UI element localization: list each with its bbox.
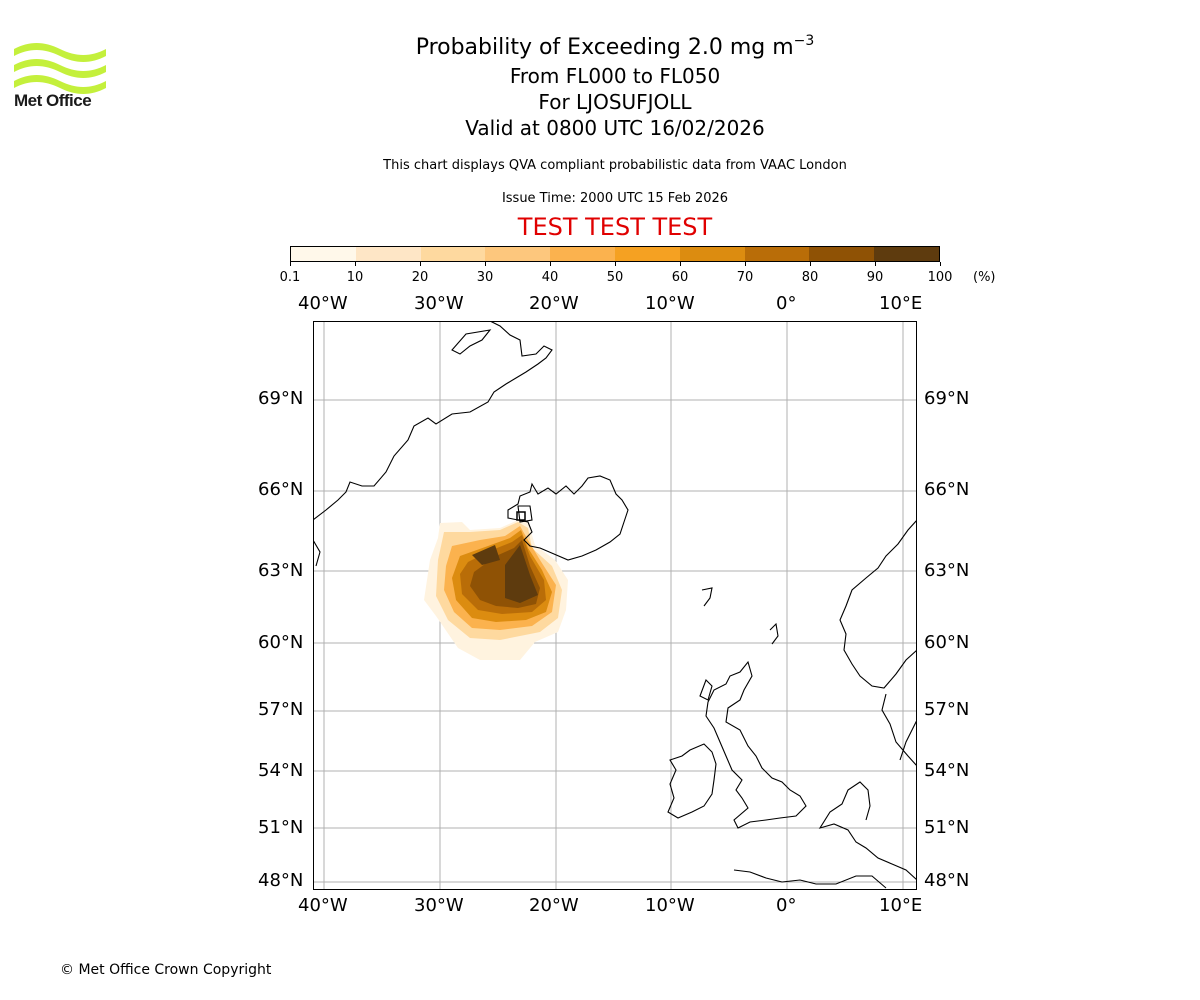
colorbar-tick-label: 80 <box>801 270 819 285</box>
colorbar-tick-label: 100 <box>927 270 953 285</box>
lon-label-top: 20°W <box>529 293 579 314</box>
map-frame <box>313 321 917 890</box>
colorbar <box>290 246 940 262</box>
coastlines <box>313 321 917 889</box>
lat-label-left: 57°N <box>258 699 304 720</box>
colorbar-segment <box>420 247 486 261</box>
issue-time: Issue Time: 2000 UTC 15 Feb 2026 <box>501 191 729 206</box>
lat-label-right: 69°N <box>924 388 970 409</box>
lon-label-bottom: 10°E <box>879 895 923 916</box>
lat-label-right: 63°N <box>924 560 970 581</box>
lat-label-left: 63°N <box>258 560 304 581</box>
lon-label-bottom: 10°W <box>645 895 695 916</box>
colorbar-tickmark <box>550 262 551 266</box>
volcano-marker-icon <box>516 511 526 521</box>
lon-label-bottom: 40°W <box>298 895 348 916</box>
colorbar-segment <box>614 247 680 261</box>
lon-label-bottom: 20°W <box>529 895 579 916</box>
colorbar-tick-label: 60 <box>671 270 689 285</box>
colorbar-tickmark <box>290 262 291 266</box>
colorbar-tick-label: 70 <box>736 270 754 285</box>
colorbar-tickmark <box>355 262 356 266</box>
copyright-notice: © Met Office Crown Copyright <box>60 962 272 978</box>
colorbar-tickmark <box>420 262 421 266</box>
test-banner: TEST TEST TEST <box>517 213 713 241</box>
colorbar-tickmark <box>745 262 746 266</box>
lat-label-left: 66°N <box>258 479 304 500</box>
lat-label-right: 60°N <box>924 632 970 653</box>
lon-label-top: 40°W <box>298 293 348 314</box>
ash-probability-plume <box>424 520 568 660</box>
colorbar-tickmark <box>615 262 616 266</box>
lon-label-top: 10°W <box>645 293 695 314</box>
chart-titles: Probability of Exceeding 2.0 mg m−3 From… <box>290 26 940 141</box>
colorbar-tickmark <box>875 262 876 266</box>
chart-location: For LJOSUFJOLL <box>538 90 692 114</box>
chart-subtitle: This chart displays QVA compliant probab… <box>383 158 847 173</box>
lat-label-left: 60°N <box>258 632 304 653</box>
chart-title: Probability of Exceeding 2.0 mg m−3 <box>415 33 815 60</box>
colorbar-tick-label: 0.1 <box>279 270 301 285</box>
colorbar-tick-label: 90 <box>866 270 884 285</box>
colorbar-tickmark <box>940 262 941 266</box>
map-gridlines <box>313 321 917 890</box>
lat-label-right: 48°N <box>924 870 970 891</box>
lat-label-right: 51°N <box>924 817 970 838</box>
colorbar-segment <box>485 247 551 261</box>
lon-label-top: 0° <box>776 293 797 314</box>
colorbar-segment <box>874 247 939 261</box>
colorbar-tick-label: 20 <box>411 270 429 285</box>
lat-label-left: 48°N <box>258 870 304 891</box>
colorbar-segment <box>291 247 356 261</box>
lon-label-top: 10°E <box>879 293 923 314</box>
lat-label-left: 69°N <box>258 388 304 409</box>
colorbar-segment <box>550 247 615 261</box>
colorbar-tickmark <box>485 262 486 266</box>
chart-valid-time: Valid at 0800 UTC 16/02/2026 <box>465 116 765 140</box>
colorbar-unit: (%) <box>973 270 996 285</box>
lat-label-right: 57°N <box>924 699 970 720</box>
colorbar-segment <box>679 247 745 261</box>
colorbar-segment <box>744 247 810 261</box>
lat-label-left: 51°N <box>258 817 304 838</box>
lat-label-left: 54°N <box>258 760 304 781</box>
colorbar-tickmark <box>810 262 811 266</box>
colorbar-segment <box>355 247 421 261</box>
logo-text: Met Office <box>14 91 92 110</box>
colorbar-tick-label: 10 <box>346 270 364 285</box>
lon-label-bottom: 0° <box>776 895 797 916</box>
lon-label-top: 30°W <box>414 293 464 314</box>
lon-label-bottom: 30°W <box>414 895 464 916</box>
colorbar-tick-label: 50 <box>606 270 624 285</box>
lat-label-right: 66°N <box>924 479 970 500</box>
colorbar-segment <box>809 247 875 261</box>
colorbar-tick-label: 30 <box>476 270 494 285</box>
chart-levels: From FL000 to FL050 <box>509 64 721 88</box>
met-office-logo-icon <box>14 43 106 94</box>
colorbar-tick-label: 40 <box>541 270 559 285</box>
lat-label-right: 54°N <box>924 760 970 781</box>
colorbar-tickmark <box>680 262 681 266</box>
